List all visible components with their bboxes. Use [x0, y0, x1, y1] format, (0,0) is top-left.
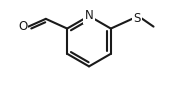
Text: N: N: [85, 9, 93, 22]
Text: O: O: [18, 20, 27, 33]
Text: S: S: [133, 12, 141, 25]
